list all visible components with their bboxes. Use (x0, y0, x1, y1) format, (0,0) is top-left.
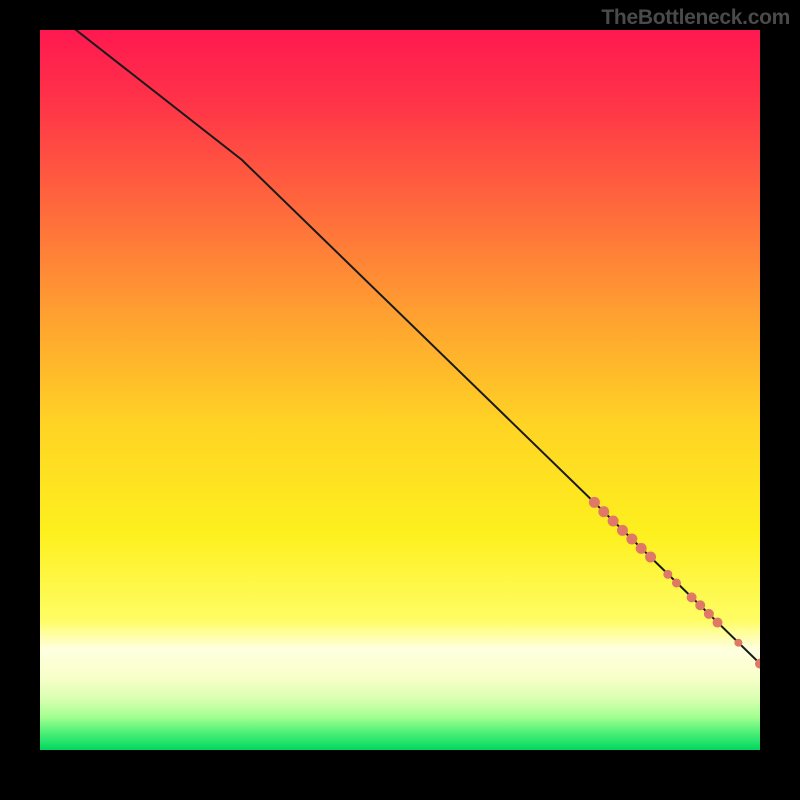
chart-marker (608, 516, 619, 527)
chart-marker (636, 543, 647, 554)
watermark-text: TheBottleneck.com (601, 6, 790, 30)
chart-marker (713, 618, 723, 628)
chart-plot-area (40, 30, 760, 750)
chart-marker (645, 552, 656, 563)
chart-background (40, 30, 760, 750)
chart-marker (663, 570, 672, 579)
chart-marker (598, 506, 609, 517)
chart-marker (704, 609, 714, 619)
chart-marker (687, 592, 697, 602)
chart-marker (734, 639, 742, 647)
chart-marker (626, 534, 637, 545)
chart-marker (695, 600, 705, 610)
chart-marker (617, 525, 628, 536)
chart-svg (40, 30, 760, 750)
chart-marker (589, 497, 600, 508)
chart-marker (672, 578, 681, 587)
